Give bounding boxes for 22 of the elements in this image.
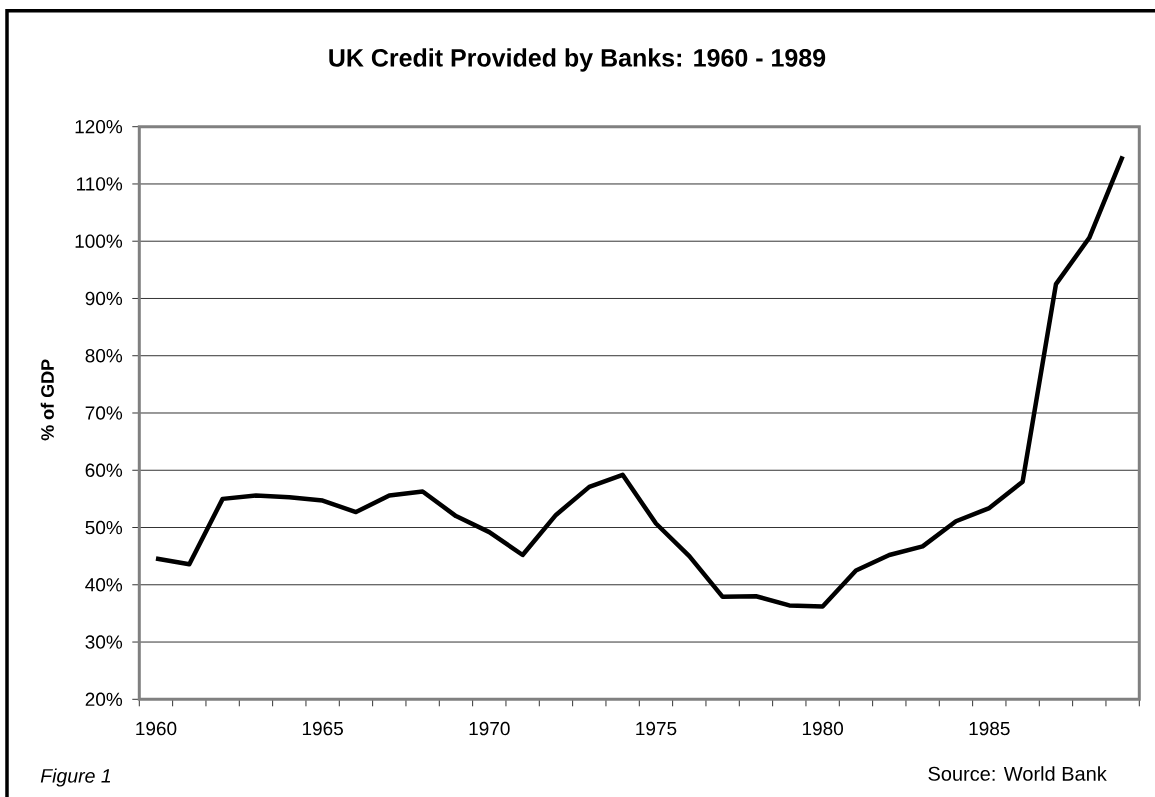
y-tick-label: 80% [85,349,123,363]
line-series [153,154,1125,609]
y-tick-label: 100% [75,234,123,248]
chart-title: UK Credit Provided by Banks: 1960 - 1989 [329,48,826,72]
y-axis-title: % of GDP [40,359,54,441]
y-tick-label: 50% [85,520,123,535]
y-tick-label: 70% [85,406,123,420]
caption: Figure 1 [40,768,111,787]
y-tick-label: 30% [85,635,123,649]
y-tick-label: 90% [85,291,123,306]
x-tick-label: 1980 [802,721,844,736]
x-tick-label: 1975 [636,721,677,736]
x-tick-label: 1965 [302,721,343,736]
y-tick-label: 20% [85,692,123,707]
y-tick-label: 40% [85,578,123,592]
x-tick-label: 1970 [469,721,510,736]
y-tick-label: 120% [75,119,123,134]
x-tick-label: 1985 [969,721,1010,736]
y-tick-label: 110% [77,177,123,191]
y-tick-label: 60% [85,463,123,477]
source-note: Source: World Bank [928,766,1107,781]
x-tick-label: 1960 [136,721,177,736]
